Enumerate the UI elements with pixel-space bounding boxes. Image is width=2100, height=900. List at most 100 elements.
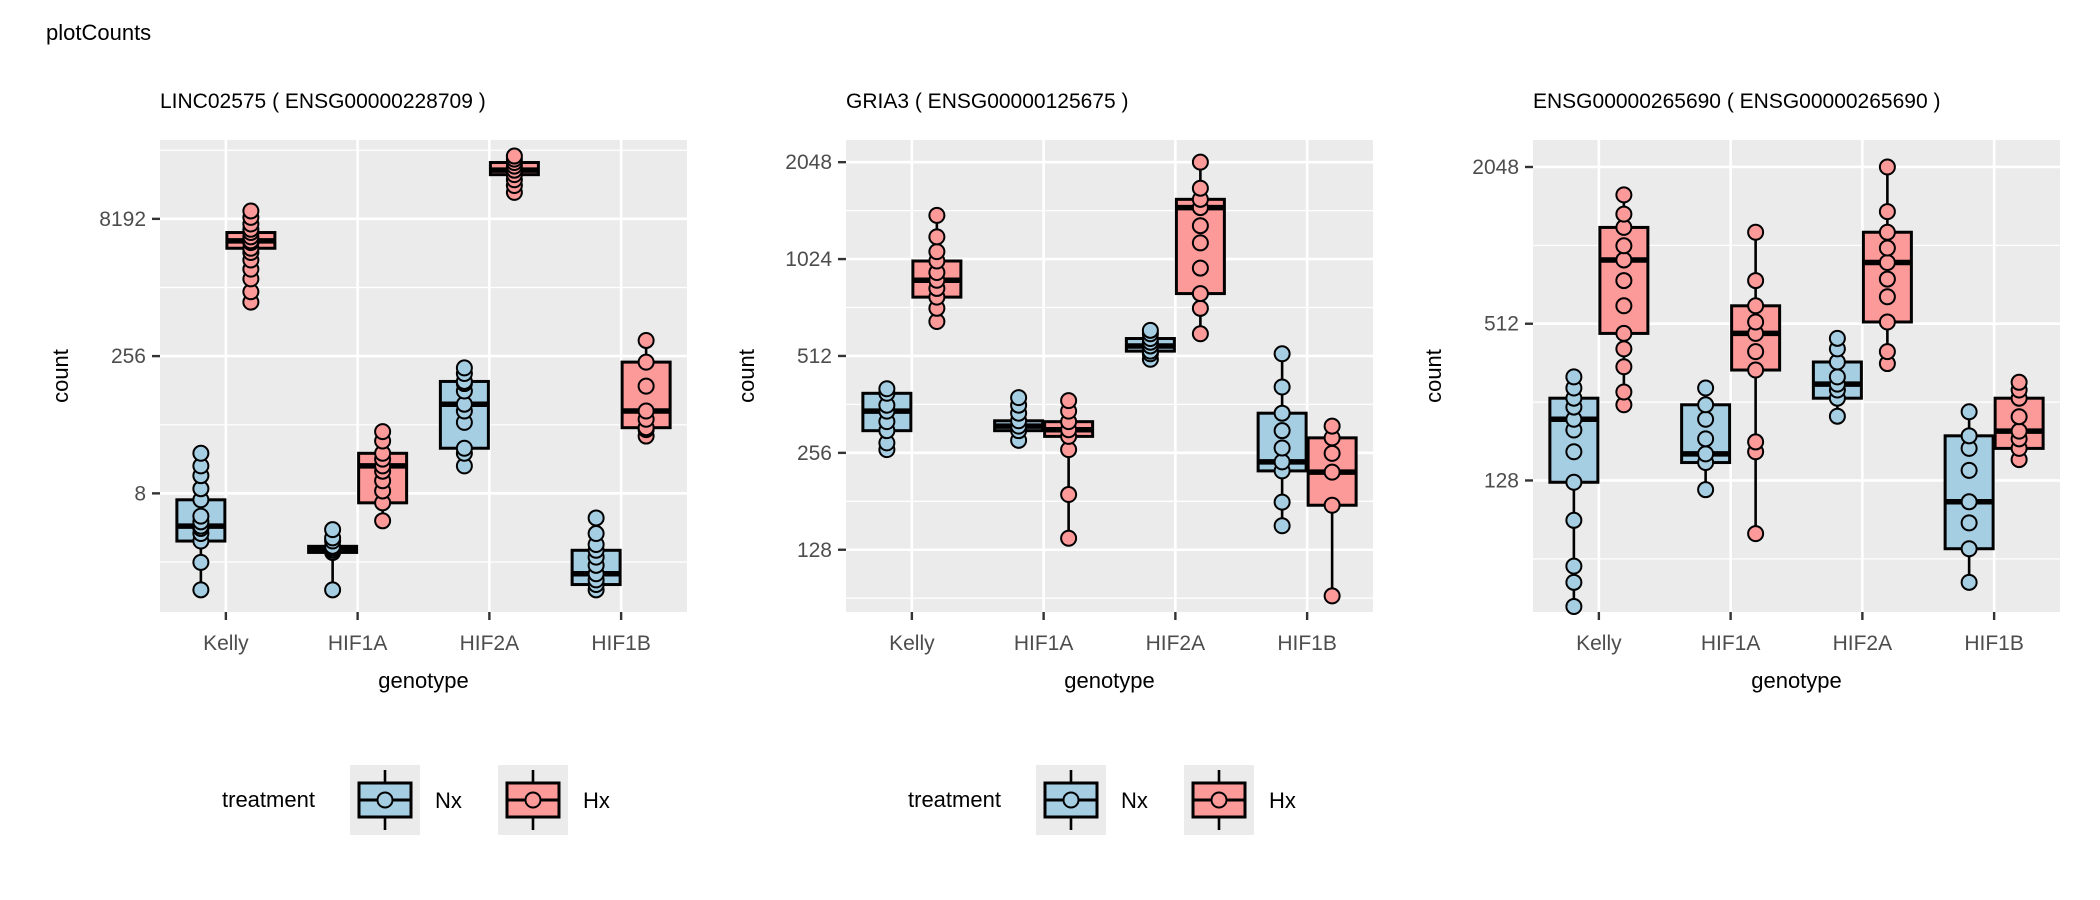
legend-point [524,791,542,809]
data-point [637,353,655,371]
data-point [192,444,210,462]
data-point [1615,383,1633,401]
data-point [1878,158,1896,176]
data-point [1273,439,1291,457]
data-point [1747,272,1765,290]
box-hif1a-hx [357,423,409,530]
box-hif2a-nx [1811,329,1863,425]
x-tick-label: HIF2A [1833,632,1893,655]
box-hif2a-hx [1174,153,1226,343]
x-tick-label: HIF1A [1014,632,1074,655]
data-point [1878,203,1896,221]
box-hif1b-nx [1943,403,1995,591]
panel-title: LINC02575 ( ENSG00000228709 ) [160,90,486,113]
data-point [1747,525,1765,543]
data-point [1323,587,1341,605]
data-point [1565,557,1583,575]
x-tick-label: HIF1B [1964,632,2024,655]
y-tick-label: 2048 [1472,156,1519,179]
data-point [1878,253,1896,271]
data-point [1191,285,1209,303]
data-point [1565,573,1583,591]
x-tick-label: HIF2A [460,632,520,655]
legend-point [1210,791,1228,809]
data-point [1273,422,1291,440]
box-hif1b-nx [1256,345,1308,535]
data-point [1697,396,1715,414]
box-kelly-nx [175,444,227,599]
chart-panel-2: 128 256 512 1024 2048 Kelly HIF1A HIF2A HIF1B GRI… [734,90,1373,693]
data-point [1697,410,1715,428]
data-point [1615,340,1633,358]
data-point [1960,573,1978,591]
legend-point [1062,791,1080,809]
data-point [1565,443,1583,461]
data-point [1960,493,1978,511]
legends: treatment Nx Hx treatment Nx Hx [222,765,1296,835]
data-point [1191,234,1209,252]
y-tick-label: 256 [797,442,832,465]
data-point [637,402,655,420]
data-point [1697,445,1715,463]
x-tick-label: HIF1A [1701,632,1761,655]
panel-title: GRIA3 ( ENSG00000125675 ) [846,90,1129,113]
box-hif1a-nx [1680,379,1732,499]
legend-key-nx: Nx [350,765,462,835]
data-point [637,331,655,349]
y-tick-label: 256 [111,345,146,368]
y-tick-label: 512 [797,345,832,368]
x-axis-title: genotype [1064,668,1155,693]
data-point [587,509,605,527]
legend-key-hx: Hx [498,765,610,835]
box-hif1b-hx [1993,373,2045,469]
data-point [1191,325,1209,343]
data-point [1960,540,1978,558]
legend: treatment Nx Hx [222,765,610,835]
x-tick-label: HIF1B [591,632,651,655]
data-point [1565,368,1583,386]
legend-key-hx: Hx [1184,765,1296,835]
x-tick-label: HIF1A [328,632,388,655]
data-point [1565,473,1583,491]
box-hif1b-hx [620,331,672,445]
legend-label: Hx [583,788,610,813]
data-point [1615,297,1633,315]
data-point [1615,237,1633,255]
chart-panel-3: 128 512 2048 Kelly HIF1A HIF2A HIF1B ENSG000002… [1421,90,2060,693]
x-tick-label: Kelly [1576,632,1622,655]
data-point [324,581,342,599]
data-point [192,507,210,525]
x-axis-title: genotype [1751,668,1842,693]
data-point [1828,368,1846,386]
data-point [1615,251,1633,269]
data-point [1747,313,1765,331]
data-point [1747,223,1765,241]
panels: 8 256 8192 Kelly HIF1A HIF2A HIF1B LINC02575 ( … [48,90,2060,693]
data-point [192,553,210,571]
data-point [455,359,473,377]
x-tick-label: HIF2A [1146,632,1206,655]
data-point [1191,179,1209,197]
data-point [1747,433,1765,451]
box-kelly-hx [1598,186,1650,414]
data-point [1273,345,1291,363]
data-point [1615,272,1633,290]
box-hif1b-nx [570,509,622,599]
box-kelly-nx [1548,368,1600,615]
legend-key-nx: Nx [1036,765,1148,835]
data-point [1615,186,1633,204]
data-point [1878,239,1896,257]
x-tick-label: Kelly [203,632,249,655]
panel-background [160,140,687,612]
data-point [1697,481,1715,499]
y-tick-label: 128 [797,539,832,562]
data-point [1323,463,1341,481]
data-point [1878,223,1896,241]
data-point [1273,453,1291,471]
data-point [1615,324,1633,342]
box-hif2a-nx [438,359,490,475]
box-hif1a-hx [1730,223,1782,543]
data-point [1615,205,1633,223]
data-point [1878,343,1896,361]
